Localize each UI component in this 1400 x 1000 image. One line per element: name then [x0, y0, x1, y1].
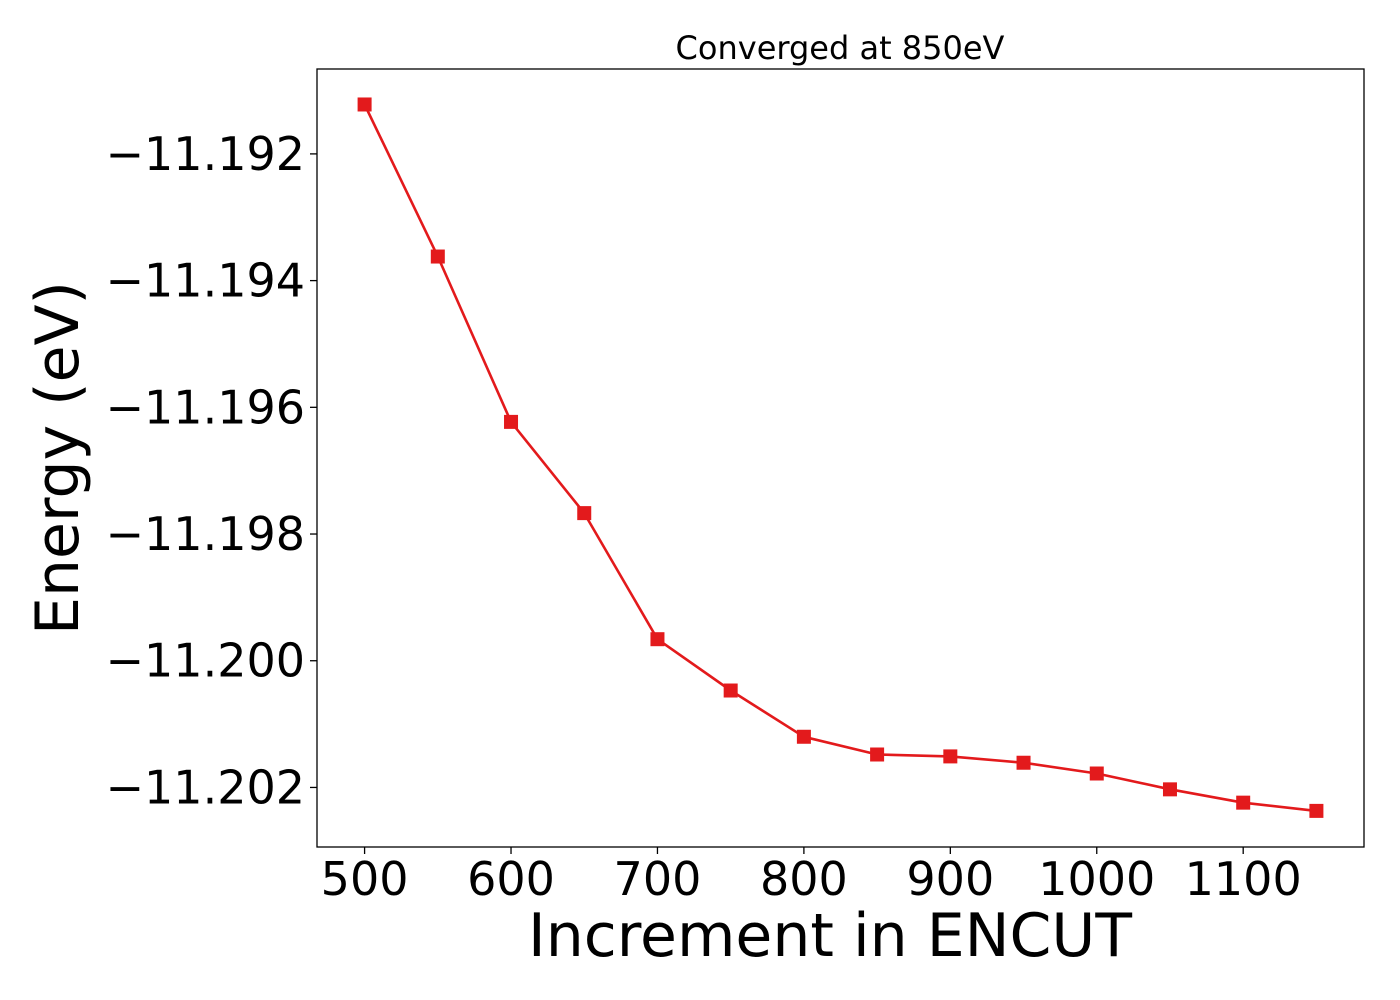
x-tick-label: 1000 — [1038, 852, 1155, 906]
series-line — [363, 103, 1317, 813]
data-point-marker — [1309, 803, 1324, 818]
x-tick-label: 600 — [467, 852, 555, 906]
data-point-marker — [577, 506, 592, 521]
data-point-marker — [796, 729, 811, 744]
x-axis-label: Increment in ENCUT — [528, 901, 1132, 971]
data-point-marker — [943, 749, 958, 764]
data-point-marker — [1016, 755, 1031, 770]
x-axis-ticks: 500 600 700 800 900 1000 1100 — [321, 847, 1302, 906]
data-point-marker — [870, 747, 885, 762]
data-point-marker — [650, 632, 665, 647]
plot-area-frame — [316, 68, 1365, 848]
y-tick-label: −11.202 — [106, 760, 306, 814]
x-tick-label: 500 — [321, 852, 409, 906]
y-tick-label: −11.200 — [106, 634, 306, 688]
data-point-marker — [357, 97, 372, 112]
data-point-marker — [1162, 782, 1177, 797]
data-point-marker — [1236, 795, 1251, 810]
y-tick-label: −11.192 — [106, 127, 306, 181]
x-tick-label: 900 — [906, 852, 994, 906]
x-tick-label: 1100 — [1185, 852, 1302, 906]
y-tick-label: −11.196 — [106, 380, 306, 434]
y-axis-label: Energy (eV) — [23, 281, 93, 635]
data-point-marker — [1089, 766, 1104, 781]
x-tick-label: 800 — [760, 852, 848, 906]
data-point-marker — [430, 249, 445, 264]
x-tick-label: 700 — [614, 852, 702, 906]
data-point-marker — [723, 683, 738, 698]
y-tick-label: −11.194 — [106, 254, 306, 308]
series-layer — [357, 97, 1324, 818]
y-axis-ticks: −11.192 −11.194 −11.196 −11.198 −11.200 −11.2… — [106, 127, 317, 814]
y-tick-label: −11.198 — [106, 507, 306, 561]
data-point-marker — [504, 414, 519, 429]
chart-title: Converged at 850eV — [676, 29, 1005, 67]
